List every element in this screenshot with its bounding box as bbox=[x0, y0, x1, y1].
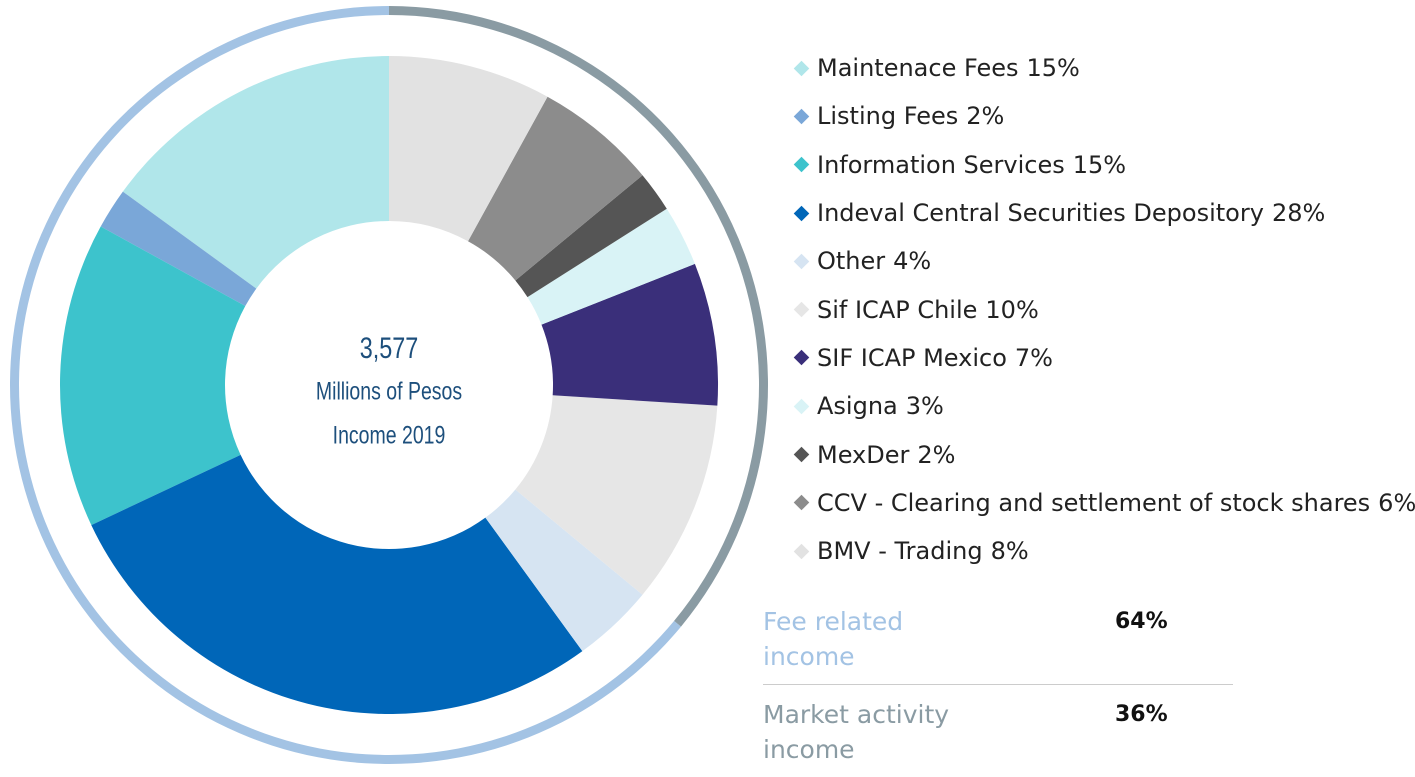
group-row: Market activity income 36% bbox=[763, 697, 1233, 767]
legend-marker bbox=[793, 108, 810, 125]
legend-value: 2% bbox=[966, 102, 1005, 131]
legend-value: 8% bbox=[990, 537, 1029, 566]
legend-value: 7% bbox=[1014, 343, 1053, 372]
legend-item: CCV - Clearing and settlement of stock s… bbox=[792, 479, 1415, 527]
legend-label: Asigna bbox=[817, 392, 898, 421]
legend-value: 28% bbox=[1271, 199, 1326, 228]
legend-marker bbox=[793, 253, 810, 270]
legend-label: BMV - Trading bbox=[817, 537, 983, 566]
slice bbox=[468, 96, 643, 281]
legend-item: MexDer 2% bbox=[792, 430, 1415, 478]
center-text: 3,577 bbox=[360, 331, 419, 364]
slice bbox=[541, 263, 718, 406]
legend-marker bbox=[793, 446, 810, 463]
legend-item: SIF ICAP Mexico 7% bbox=[792, 334, 1415, 382]
legend-value: 10% bbox=[985, 295, 1039, 324]
group-value: 64% bbox=[1115, 609, 1168, 634]
slice bbox=[100, 191, 257, 306]
legend-item: Other 4% bbox=[792, 237, 1415, 285]
legend-value: 15% bbox=[1026, 54, 1080, 83]
legend-item: BMV - Trading 8% bbox=[792, 527, 1415, 575]
legend-label: Indeval Central Securities Depository bbox=[817, 199, 1264, 228]
legend-marker bbox=[793, 398, 810, 414]
legend-label: Maintenace Fees bbox=[817, 54, 1019, 83]
group-label-cell: Market activity income bbox=[763, 697, 1115, 767]
legend-item: Sif ICAP Chile 10% bbox=[792, 285, 1415, 333]
legend-value: 3% bbox=[905, 392, 944, 421]
group-label: Market activity income bbox=[763, 700, 950, 764]
slice bbox=[389, 56, 548, 242]
slice bbox=[485, 489, 643, 652]
legend-marker bbox=[793, 301, 810, 318]
legend-label: Information Services bbox=[817, 150, 1065, 179]
legend-label: SIF ICAP Mexico bbox=[817, 343, 1007, 372]
legend-label: Listing Fees bbox=[817, 102, 959, 131]
ring-segment bbox=[10, 6, 682, 764]
legend-item: Asigna 3% bbox=[792, 382, 1415, 430]
slice bbox=[60, 226, 246, 526]
legend-item: Listing Fees 2% bbox=[792, 92, 1415, 140]
group-value: 36% bbox=[1115, 702, 1168, 727]
legend-value: 15% bbox=[1072, 150, 1127, 179]
legend-label: Sif ICAP Chile bbox=[817, 295, 978, 324]
slice bbox=[515, 395, 718, 595]
slice bbox=[91, 454, 583, 714]
legend-item: Indeval Central Securities Depository 28% bbox=[792, 189, 1415, 237]
legend-value: 6% bbox=[1378, 488, 1415, 517]
legend-marker bbox=[793, 205, 810, 221]
center-text: Millions of Pesos bbox=[316, 377, 462, 405]
slice bbox=[515, 175, 667, 298]
legend-marker bbox=[793, 156, 810, 173]
legend-item: Information Services 15% bbox=[792, 141, 1415, 189]
legend-value: 2% bbox=[917, 440, 956, 469]
separator bbox=[763, 684, 1233, 685]
legend-marker bbox=[793, 350, 810, 366]
legend-label: Other bbox=[817, 247, 886, 276]
legend-item: Maintenace Fees 15% bbox=[792, 44, 1415, 92]
legend-value: 4% bbox=[893, 247, 932, 276]
group-label-cell: Fee related income bbox=[763, 604, 1115, 674]
income-groups: Fee related income 64% Market activity inc… bbox=[763, 604, 1233, 767]
slice bbox=[122, 56, 390, 289]
legend-marker bbox=[793, 543, 810, 559]
legend-label: MexDer bbox=[817, 440, 910, 469]
legend-label: CCV - Clearing and settlement of stock s… bbox=[817, 488, 1371, 517]
center-text: Income 2019 bbox=[333, 421, 446, 449]
group-row: Fee related income 64% bbox=[763, 604, 1233, 674]
legend: Maintenace Fees 15% Listing Fees 2% Informat… bbox=[792, 44, 1415, 575]
group-label: Fee related income bbox=[763, 607, 904, 671]
slice bbox=[527, 208, 695, 325]
legend-marker bbox=[793, 495, 810, 511]
legend-marker bbox=[793, 60, 810, 76]
